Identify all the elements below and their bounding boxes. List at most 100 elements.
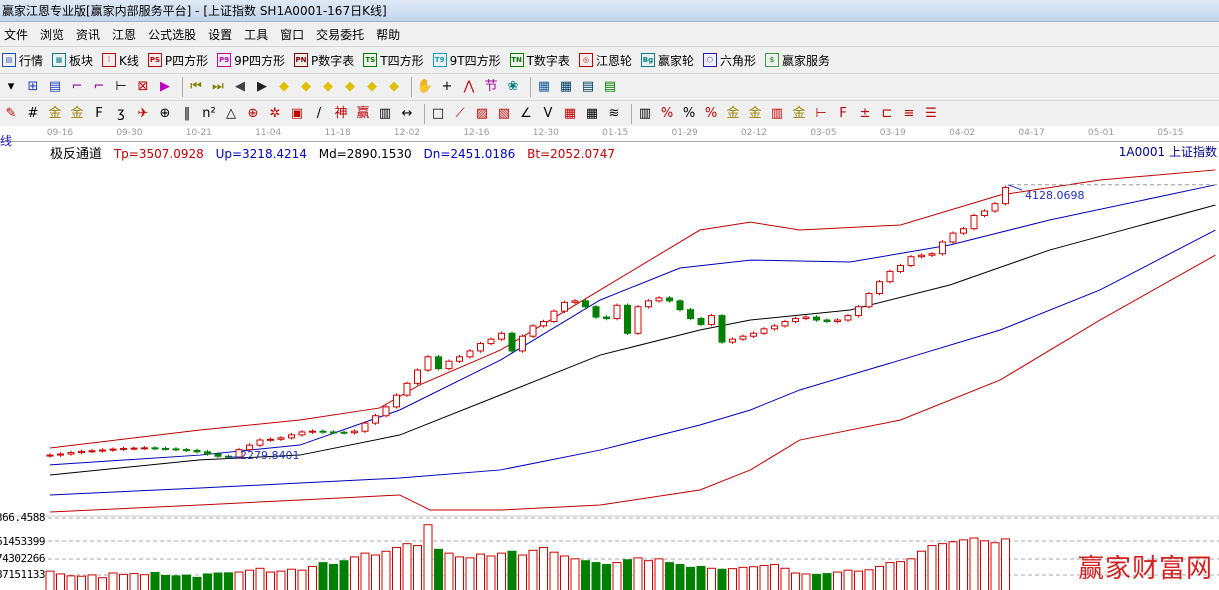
menu-item[interactable]: 窗口 xyxy=(280,27,305,42)
list-icon[interactable]: ☰ xyxy=(925,105,937,121)
pattern-icon[interactable]: ❀ xyxy=(507,79,519,94)
first-icon[interactable]: ⏮ xyxy=(190,79,202,94)
menu-item[interactable]: 交易委托 xyxy=(316,27,365,42)
zigzag-icon[interactable]: ⋀ xyxy=(463,79,475,94)
gold2-icon[interactable]: 金 xyxy=(70,105,84,121)
toolbar-button[interactable]: P9 9P四方形 xyxy=(217,52,285,69)
square-target-icon[interactable]: ▣ xyxy=(290,105,304,121)
menu-item[interactable]: 文件 xyxy=(4,27,29,42)
god-icon[interactable]: 神 xyxy=(334,105,348,121)
menu-item[interactable]: 帮助 xyxy=(376,27,401,42)
menu-item[interactable]: 江恩 xyxy=(112,27,137,42)
volume-bar xyxy=(990,542,1000,590)
compass-icon[interactable]: ✲ xyxy=(269,105,281,121)
grid2-icon[interactable]: ▦ xyxy=(563,105,577,121)
box-icon[interactable]: □ xyxy=(431,105,445,121)
win-icon[interactable]: 赢 xyxy=(356,105,370,121)
percent-line-icon[interactable]: % xyxy=(704,105,718,121)
spiral-icon[interactable]: ʒ xyxy=(117,105,125,121)
pen-icon[interactable]: ✎ xyxy=(5,105,17,121)
reverse-icon[interactable]: ⊠ xyxy=(137,79,149,94)
shift-left-icon[interactable]: ◆ xyxy=(279,79,289,94)
zoom-out-icon[interactable]: ◆ xyxy=(367,79,377,94)
fib-icon[interactable]: F xyxy=(95,105,103,121)
fan-icon[interactable]: ⟋ xyxy=(455,105,465,121)
zoom-h-icon[interactable]: ◆ xyxy=(323,79,333,94)
menu-item[interactable]: 资讯 xyxy=(76,27,101,42)
ruler-icon[interactable]: ▥ xyxy=(378,105,392,121)
menu-item[interactable]: 公式选股 xyxy=(148,27,197,42)
channel-icon[interactable]: ≋ xyxy=(608,105,620,121)
grid-icon[interactable]: ⊞ xyxy=(27,79,39,94)
lines-icon[interactable]: ‖ xyxy=(183,105,191,121)
plus-icon[interactable]: ± xyxy=(859,105,871,121)
toolbar-button[interactable]: PS P四方形 xyxy=(147,52,208,69)
date-tick: 10-21 xyxy=(185,128,212,138)
section-icon[interactable]: 节 xyxy=(484,79,498,94)
stairs-icon[interactable]: ⊏ xyxy=(881,105,893,121)
rocket-icon[interactable]: ✈ xyxy=(137,105,149,121)
menu-item[interactable]: 浏览 xyxy=(40,27,65,42)
box-fan-icon[interactable]: ▧ xyxy=(497,105,511,121)
volume-bar xyxy=(486,555,496,590)
measure-icon[interactable]: ↔ xyxy=(401,105,413,121)
slash-icon[interactable]: / xyxy=(316,105,322,121)
f-icon[interactable]: F xyxy=(839,105,847,121)
v-icon[interactable]: V xyxy=(543,105,553,121)
report-icon[interactable]: ▤ xyxy=(581,79,595,94)
menu-item[interactable]: 工具 xyxy=(244,27,269,42)
step3-icon[interactable]: ⌐ xyxy=(71,79,83,94)
gold3-icon[interactable]: 金 xyxy=(792,105,806,121)
toolbar-button[interactable]: $ 赢家服务 xyxy=(764,52,830,69)
toolbar-button[interactable]: T9 9T四方形 xyxy=(432,52,501,69)
crosshair-icon[interactable]: + xyxy=(441,79,453,94)
angle-icon[interactable]: ∠ xyxy=(520,105,532,121)
right-arrow-icon[interactable]: ▶ xyxy=(257,79,267,94)
percent-slash-icon[interactable]: % xyxy=(660,105,674,121)
symbol-label: 1A0001 上证指数 xyxy=(1118,145,1217,159)
toolbar-button[interactable]: Bg 赢家轮 xyxy=(640,52,694,69)
toolbar-button[interactable]: ◎ 江恩轮 xyxy=(578,52,632,69)
toolbar-button[interactable]: TN T数字表 xyxy=(509,52,570,69)
dropdown-icon[interactable]: ▾ xyxy=(7,79,15,94)
grid3-icon[interactable]: ▦ xyxy=(585,105,599,121)
circle-grid-icon[interactable]: ⊕ xyxy=(159,105,171,121)
gold-square-icon[interactable]: 金 xyxy=(748,105,762,121)
bar-red-icon[interactable]: ⊢ xyxy=(815,105,827,121)
calendar-icon[interactable]: ▦ xyxy=(537,79,551,94)
doc-icon[interactable]: ▤ xyxy=(48,79,62,94)
percent-icon[interactable]: % xyxy=(682,105,696,121)
target-icon[interactable]: ⊕ xyxy=(247,105,259,121)
last-icon[interactable]: ⏭ xyxy=(212,79,224,94)
bar-icon[interactable]: ⊢ xyxy=(115,79,127,94)
gann-wheel-icon: ◎ xyxy=(578,53,593,67)
zoom-v-icon[interactable]: ◆ xyxy=(389,79,399,94)
notes-icon[interactable]: ▤ xyxy=(603,79,617,94)
toolbar-button[interactable]: TS T四方形 xyxy=(363,52,424,69)
toolbar-button[interactable]: ▦ 板块 xyxy=(52,52,93,69)
hand-icon[interactable]: ✋ xyxy=(416,79,434,94)
table-icon[interactable]: ▥ xyxy=(638,105,652,121)
square-fan-icon[interactable]: ▨ xyxy=(475,105,489,121)
menu-item[interactable]: 设置 xyxy=(208,27,233,42)
candle xyxy=(309,430,316,433)
triangle-icon[interactable]: △ xyxy=(226,105,236,121)
left-arrow-icon[interactable]: ◀ xyxy=(235,79,245,94)
zoom-in-icon[interactable]: ◆ xyxy=(345,79,355,94)
calculator-icon[interactable]: ▦ xyxy=(559,79,573,94)
toolbar-button[interactable]: ▤ 行情 xyxy=(2,52,43,69)
n2-icon[interactable]: n² xyxy=(202,105,216,121)
hash-icon[interactable]: # xyxy=(27,105,39,121)
gold-icon[interactable]: 金 xyxy=(48,105,62,121)
toolbar-button[interactable]: ⬡ 六角形 xyxy=(702,52,756,69)
ruler-red-icon[interactable]: ▥ xyxy=(770,105,784,121)
gold-circle-icon[interactable]: 金 xyxy=(726,105,740,121)
flag-icon[interactable]: ▶ xyxy=(160,79,170,94)
step9-icon[interactable]: ⌐ xyxy=(93,79,105,94)
shift-right-icon[interactable]: ◆ xyxy=(301,79,311,94)
lines-red-icon[interactable]: ≡ xyxy=(903,105,915,121)
toolbar-button[interactable]: ⫶ K线 xyxy=(102,52,139,69)
volume-bar xyxy=(959,539,968,590)
toolbar-button[interactable]: PN P数字表 xyxy=(294,52,354,69)
